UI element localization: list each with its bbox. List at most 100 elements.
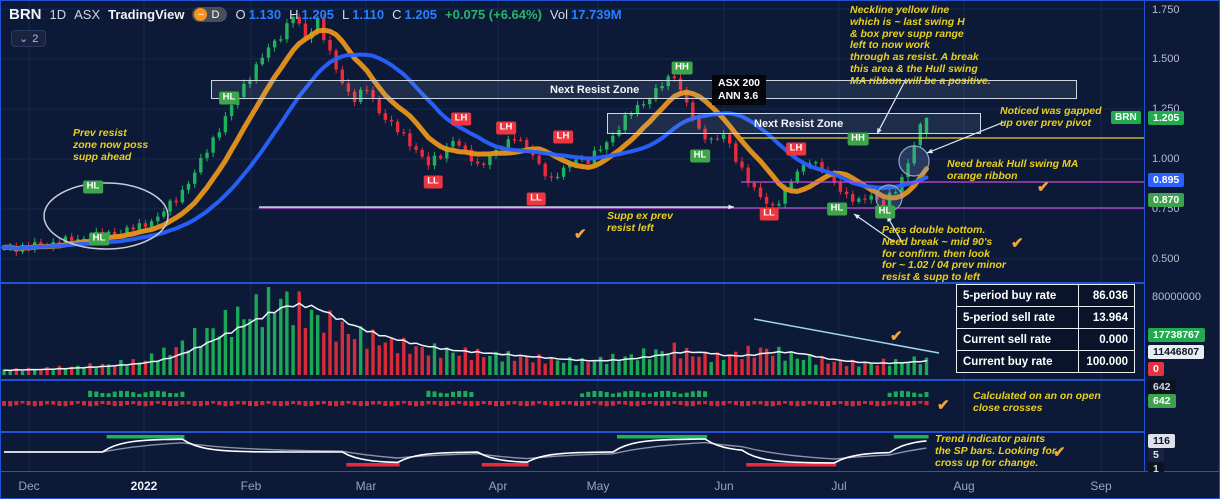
price-axis-badge: 116 — [1148, 434, 1175, 448]
high-value: 1.205 — [301, 7, 335, 22]
swing-marker-hl[interactable]: HL — [827, 202, 847, 216]
price-axis-label: 1.750 — [1152, 4, 1180, 16]
price-axis[interactable]: 1.750 1.500 1.250 1.000 0.750 0.500 80000000 1.… — [1144, 1, 1219, 476]
checkmark-drawing[interactable]: ✔ — [1053, 444, 1066, 461]
time-axis-label: Jul — [831, 479, 847, 493]
open-label: O — [235, 7, 246, 22]
rate-value: 86.036 — [1078, 284, 1135, 307]
ohlc-high: H 1.205 — [289, 7, 334, 22]
checkmark-drawing[interactable]: ✔ — [1011, 235, 1024, 252]
resist-zone-box-1[interactable]: Next Resist Zone — [211, 80, 1077, 99]
indicators-collapse-toggle[interactable]: ⌄ 2 — [11, 30, 47, 47]
rate-value: 0.000 — [1078, 328, 1135, 351]
open-value: 1.130 — [248, 7, 282, 22]
swing-marker-ll[interactable]: LL — [526, 192, 546, 206]
resist-zone-box-2[interactable]: Next Resist Zone — [607, 113, 981, 134]
trend-pane — [4, 435, 929, 467]
swing-marker-lh[interactable]: LH — [451, 112, 471, 126]
arrow-drawing[interactable] — [853, 213, 895, 243]
rate-label: 5-period buy rate — [956, 284, 1079, 307]
rate-table-row: Current sell rate 0.000 — [956, 328, 1135, 351]
ohlc-close: C 1.205 — [392, 7, 437, 22]
checkmark-drawing[interactable]: ✔ — [574, 226, 587, 243]
checkmark-drawing[interactable]: ✔ — [937, 397, 950, 414]
price-axis-badge: 0 — [1148, 362, 1164, 376]
swing-marker-hl[interactable]: HL — [89, 232, 109, 246]
price-axis-badge: 0.870 — [1148, 193, 1185, 207]
symbol-interval[interactable]: 1D — [49, 7, 67, 22]
pane-separator[interactable] — [1, 282, 1219, 284]
price-axis-label: 1.500 — [1152, 53, 1180, 65]
price-axis-badge: 5 — [1148, 448, 1164, 462]
rate-label: 5-period sell rate — [956, 306, 1079, 329]
time-axis-label: Feb — [240, 479, 262, 493]
annotation-supp-note[interactable]: Supp ex prev resist left — [607, 210, 673, 234]
chevron-down-icon: ⌄ — [19, 33, 29, 45]
resist-zone-label: Next Resist Zone — [550, 83, 640, 96]
ohlc-open: O 1.130 — [235, 7, 281, 22]
swing-marker-hl[interactable]: HL — [690, 149, 710, 163]
annotation-neckline-note[interactable]: Neckline yellow line which is ~ last swi… — [850, 4, 991, 87]
replay-interval-label: D — [211, 8, 220, 21]
annotation-calc-note[interactable]: Calculated on an on open close crosses — [973, 390, 1101, 414]
checkmark-drawing[interactable]: ✔ — [1037, 179, 1050, 196]
swing-marker-lh[interactable]: LH — [496, 121, 516, 135]
swing-marker-ll[interactable]: LL — [759, 207, 779, 221]
swing-marker-hl[interactable]: HL — [83, 180, 103, 194]
oscillator-pane — [2, 390, 929, 407]
annotation-hull-note[interactable]: Need break Hull swing MA orange ribbon — [947, 158, 1079, 182]
price-axis-badge: 17738767 — [1148, 328, 1205, 342]
arrow-drawing[interactable] — [259, 204, 734, 210]
chart-canvas[interactable] — [1, 1, 1144, 471]
annotation-prev-resist-note[interactable]: Prev resist zone now poss supp ahead — [73, 127, 149, 163]
rate-value: 13.964 — [1078, 306, 1135, 329]
close-value: 1.205 — [404, 7, 438, 22]
time-axis-label: Dec — [18, 479, 40, 493]
symbol-name[interactable]: BRN — [9, 6, 42, 23]
grid-lines — [1, 1, 1144, 471]
chart-drawings[interactable] — [43, 78, 1144, 250]
swing-marker-lh[interactable]: LH — [786, 142, 806, 156]
swing-marker-hh[interactable]: HH — [847, 132, 869, 146]
pane-separator[interactable] — [1, 379, 1219, 381]
rate-table-drawing[interactable]: 5-period buy rate 86.036 5-period sell rat… — [956, 284, 1135, 373]
time-axis-label: Aug — [953, 479, 975, 493]
pane-separator[interactable] — [1, 431, 1219, 433]
rate-label: Current sell rate — [956, 328, 1079, 351]
time-axis[interactable]: Dec 2022 Feb Mar Apr May Jun Jul Aug Sep — [1, 472, 1219, 498]
volume-trendline-drawing[interactable] — [753, 318, 940, 354]
annotation-gap-note[interactable]: Noticed was gapped up over prev pivot — [1000, 105, 1102, 129]
annotation-trend-note[interactable]: Trend indicator paints the SP bars. Look… — [935, 433, 1056, 469]
swing-marker-ll[interactable]: LL — [423, 175, 443, 189]
time-axis-label: Apr — [488, 479, 508, 493]
low-label: L — [342, 7, 350, 22]
time-axis-label: 2022 — [130, 479, 158, 493]
swing-marker-hl[interactable]: HL — [219, 91, 239, 105]
annotation-double-bottom-note[interactable]: Pass double bottom. Need break ~ mid 90'… — [882, 224, 1007, 283]
time-axis-label: Mar — [355, 479, 377, 493]
rate-value: 100.000 — [1078, 350, 1135, 373]
high-label: H — [289, 7, 299, 22]
price-axis-badge: 1.205 — [1148, 111, 1185, 125]
highlight-ellipse-drawing[interactable] — [43, 182, 169, 250]
arrow-drawing[interactable] — [876, 78, 907, 135]
arrow-drawing[interactable] — [926, 121, 1005, 154]
close-label: C — [392, 7, 402, 22]
gap-circle-drawing[interactable] — [898, 145, 930, 177]
replay-mode-button[interactable]: – D — [192, 7, 228, 22]
price-axis-badge: 0.895 — [1148, 173, 1185, 187]
swing-marker-lh[interactable]: LH — [553, 130, 573, 144]
low-value: 1.110 — [352, 7, 385, 22]
price-change: +0.075 (+6.64%) — [445, 7, 542, 22]
swing-marker-hl[interactable]: HL — [875, 205, 895, 219]
replay-icon: – — [194, 8, 208, 21]
price-axis-label: 1.000 — [1152, 153, 1180, 165]
time-axis-label: Jun — [714, 479, 734, 493]
checkmark-drawing[interactable]: ✔ — [890, 328, 903, 345]
swing-marker-hh[interactable]: HH — [671, 61, 693, 75]
hidden-indicators-count: 2 — [32, 32, 39, 45]
rate-table-row: 5-period sell rate 13.964 — [956, 306, 1135, 329]
resist-zone-label: Next Resist Zone — [754, 117, 844, 130]
